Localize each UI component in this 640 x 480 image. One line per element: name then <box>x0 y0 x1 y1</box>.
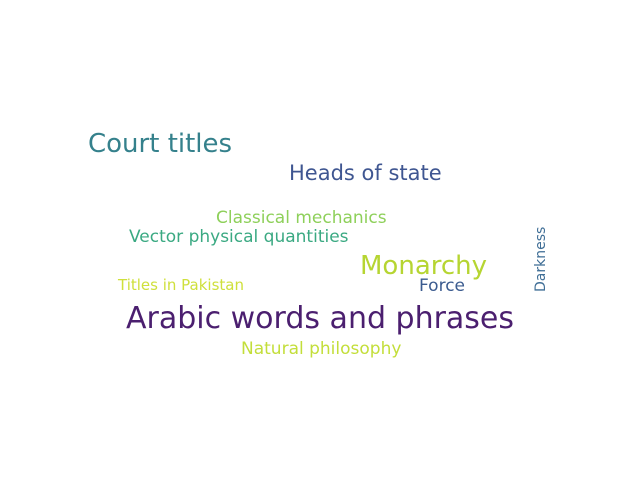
word-heads-of-state: Heads of state <box>289 161 442 185</box>
word-court-titles: Court titles <box>88 129 233 159</box>
word-arabic-words-and-phrases: Arabic words and phrases <box>126 301 515 336</box>
word-monarchy: Monarchy <box>360 251 488 281</box>
word-natural-philosophy: Natural philosophy <box>241 339 402 359</box>
word-force: Force <box>419 276 465 296</box>
word-vector-physical-quantities: Vector physical quantities <box>129 227 349 247</box>
word-titles-in-pakistan: Titles in Pakistan <box>118 276 244 294</box>
word-darkness: Darkness <box>533 226 549 292</box>
word-classical-mechanics: Classical mechanics <box>216 208 387 228</box>
